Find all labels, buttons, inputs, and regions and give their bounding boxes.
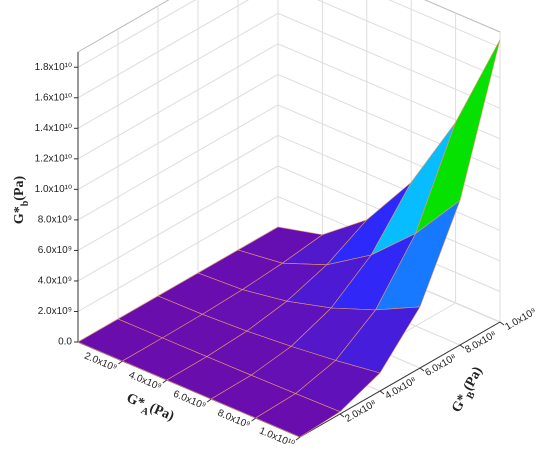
- y-tick: [419, 367, 425, 372]
- z-tick-label: 1.0x10¹⁰: [35, 184, 72, 195]
- y-tick: [499, 321, 505, 326]
- z-tick-label: 1.2x10¹⁰: [35, 153, 72, 164]
- axis-title-unit: (Pa): [12, 176, 27, 201]
- x-tick: [295, 436, 301, 441]
- z-tick-label: 1.6x10¹⁰: [35, 92, 72, 103]
- z-tick-label: 0.0: [58, 337, 72, 348]
- grid-line: [77, 0, 501, 99]
- axis-title-main: G*: [12, 206, 27, 224]
- y-tick: [459, 344, 465, 349]
- axis-title-main: G*: [450, 392, 472, 415]
- axis-title-sub: b: [20, 200, 31, 206]
- z-tick-label: 1.8x10¹⁰: [35, 62, 72, 73]
- axis-title-unit: (Pa): [461, 364, 486, 393]
- z-tick-label: 2.0x10⁹: [38, 306, 72, 317]
- y-tick: [379, 390, 385, 395]
- axis-title: G*A(Pa): [123, 391, 177, 428]
- axis-title-unit: (Pa): [147, 401, 176, 425]
- grid-line: [77, 0, 501, 68]
- x-tick: [162, 379, 168, 384]
- axis-title: G*b(Pa): [12, 176, 31, 225]
- axis-title-sub: B: [465, 390, 478, 401]
- x-tick: [206, 398, 212, 403]
- axis-title: G*B(Pa): [450, 364, 490, 417]
- z-tick-label: 1.4x10¹⁰: [35, 123, 72, 134]
- x-tick: [251, 417, 256, 422]
- axis-title-main: G*: [124, 391, 146, 412]
- axis-title-sub: A: [139, 405, 151, 418]
- y-tick-label: 1.0x10⁹: [503, 306, 538, 333]
- y-tick: [339, 413, 345, 418]
- x-tick: [118, 360, 123, 365]
- y-axis: [299, 321, 501, 438]
- z-tick-label: 6.0x10⁹: [38, 245, 72, 256]
- z-tick-label: 8.0x10⁹: [38, 215, 72, 226]
- z-tick-label: 4.0x10⁹: [38, 276, 72, 287]
- surface-patch: [254, 393, 341, 438]
